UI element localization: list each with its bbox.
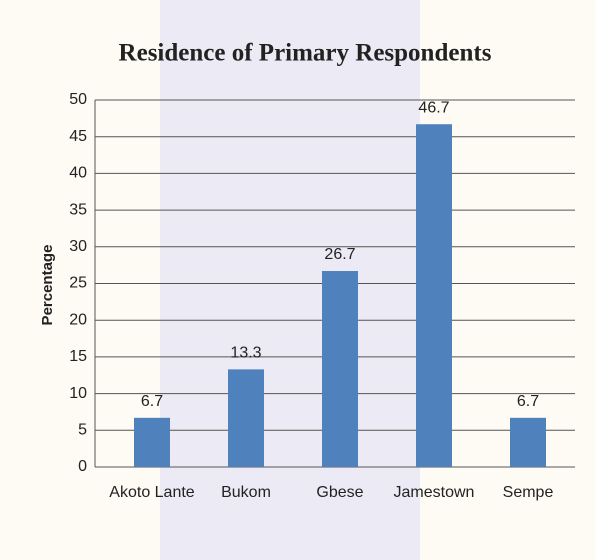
y-tick-label: 30 [69,238,87,255]
data-label: 46.7 [418,99,449,116]
bar [510,417,546,467]
y-tick-label: 40 [69,165,87,182]
x-tick-label: Sempe [502,484,554,501]
x-tick-label: Akoto Lante [109,484,195,501]
data-label: 6.7 [517,393,539,410]
data-label: 26.7 [324,246,355,263]
x-tick-label: Jamestown [393,484,475,501]
y-tick-label: 10 [69,385,87,402]
bar [416,124,452,468]
bar [228,369,264,467]
x-tick-label: Gbese [316,484,364,501]
data-label: 6.7 [141,393,163,410]
y-tick-label: 45 [69,128,87,145]
y-tick-label: 5 [78,422,87,439]
y-tick-label: 50 [69,91,87,108]
chart-title: Residence of Primary Respondents [119,40,492,67]
y-tick-label: 25 [69,275,87,292]
watermark-band [160,0,420,560]
bar [322,271,358,467]
y-tick-label: 15 [69,348,87,365]
y-tick-label: 0 [78,458,87,475]
y-tick-label: 35 [69,201,87,218]
x-tick-label: Bukom [221,484,271,501]
y-tick-label: 20 [69,311,87,328]
y-axis-label: Percentage [39,245,56,326]
bar [134,417,170,467]
data-label: 13.3 [230,345,261,362]
